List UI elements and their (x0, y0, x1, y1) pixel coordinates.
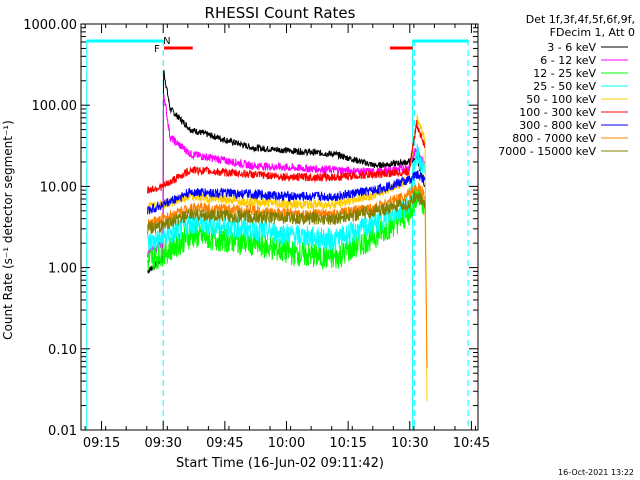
legend-header-line: Det 1f,3f,4f,5f,6f,9f, (526, 13, 635, 26)
plot-frame (80, 23, 479, 431)
y-tick-label: 10.00 (40, 180, 77, 195)
x-tick-label: 09:30 (144, 436, 181, 451)
x-tick-label: 10:15 (329, 436, 366, 451)
legend-entry-label: 7000 - 15000 keV (498, 145, 596, 158)
footer-timestamp: 16-Oct-2021 13:22 (558, 468, 634, 477)
legend-entry-label: 50 - 100 keV (526, 93, 596, 106)
y-axis-label: Count Rate (s⁻¹ detector segment⁻¹) (1, 120, 15, 340)
interval-label: F (154, 44, 160, 55)
legend-header-line: FDecim 1, Att 0 (550, 26, 635, 39)
y-tick-label: 1.00 (48, 262, 77, 277)
x-tick-label: 10:30 (391, 436, 428, 451)
legend-entry-label: 800 - 7000 keV (512, 132, 596, 145)
legend-entry-label: 100 - 300 keV (519, 106, 596, 119)
series-line (147, 170, 426, 215)
y-tick-label: 0.01 (48, 424, 77, 439)
series-line (147, 114, 428, 402)
legend-entry-label: 3 - 6 keV (547, 41, 596, 54)
legend-entry-label: 12 - 25 keV (533, 67, 596, 80)
interval-label: N (163, 36, 170, 47)
x-tick-label: 10:00 (268, 436, 305, 451)
x-tick-label: 10:45 (453, 436, 490, 451)
series-line (147, 144, 426, 252)
legend-entry-label: 25 - 50 keV (533, 80, 596, 93)
chart-title: RHESSI Count Rates (205, 4, 356, 22)
y-tick-label: 0.10 (48, 343, 77, 358)
x-axis-label: Start Time (16-Jun-02 09:11:42) (176, 456, 384, 471)
series-line (147, 190, 426, 235)
y-tick-label: 1000.00 (23, 18, 77, 33)
x-tick-label: 09:45 (206, 436, 243, 451)
series-line (147, 69, 426, 274)
x-tick-label: 09:15 (83, 436, 120, 451)
y-tick-label: 100.00 (32, 99, 78, 114)
legend-entry-label: 6 - 12 keV (540, 54, 596, 67)
legend-entry-label: 300 - 800 keV (519, 119, 596, 132)
series-line (147, 120, 426, 194)
